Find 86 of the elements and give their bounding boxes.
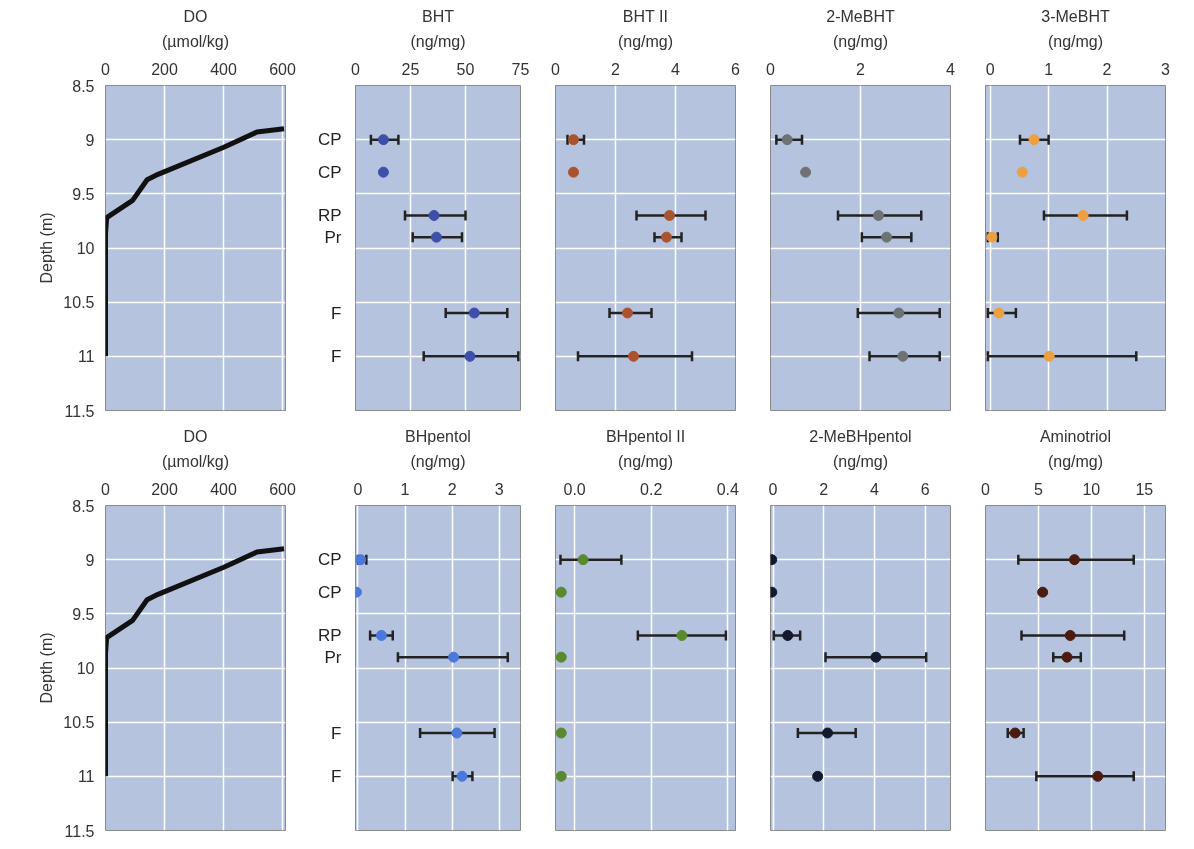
x-axis-title: (ng/mg) xyxy=(617,32,674,50)
y-axis-title: Depth (m) xyxy=(38,212,56,284)
y-tick-label: 9.5 xyxy=(72,605,95,623)
x-tick-label: 6 xyxy=(920,480,930,498)
x-tick-label: 3 xyxy=(1161,60,1171,78)
x-tick-label: 0 xyxy=(351,60,361,78)
y-tick-label: 9.5 xyxy=(72,185,95,203)
text: F xyxy=(331,766,342,786)
text: Pr xyxy=(324,227,342,247)
x-tick-label: 25 xyxy=(401,60,420,78)
x-axis-title: (µmol/kg) xyxy=(162,32,229,50)
x-tick-label: 1 xyxy=(1044,60,1054,78)
x-tick-label: 400 xyxy=(210,480,237,498)
chart-title: DO xyxy=(183,7,208,25)
x-tick-label: 0 xyxy=(353,480,363,498)
y-tick-label: 11 xyxy=(77,768,95,786)
y-tick-label: 10 xyxy=(76,240,95,257)
chart-title: 2-MeBHT xyxy=(826,7,895,25)
x-tick-label: 1 xyxy=(400,480,410,498)
text: CP xyxy=(317,130,342,150)
x-axis-title: (ng/mg) xyxy=(410,452,466,470)
y-tick-label: 11.5 xyxy=(64,822,95,840)
x-tick-label: 2 xyxy=(1102,60,1112,78)
x-tick-label: 2 xyxy=(447,480,457,498)
text: F xyxy=(331,303,342,323)
y-tick-label: 9 xyxy=(85,131,95,149)
x-tick-label: 75 xyxy=(511,60,530,78)
chart-title: BHpentol II xyxy=(605,427,686,445)
x-tick-label: 2 xyxy=(819,480,829,498)
y-tick-label: 11.5 xyxy=(64,402,95,420)
y-tick-label: 9 xyxy=(85,551,95,569)
x-tick-label: 0 xyxy=(101,60,111,78)
x-tick-label: 10 xyxy=(1082,480,1101,498)
text: Pr xyxy=(324,647,342,667)
y-tick-label: 8.5 xyxy=(72,497,95,515)
text: CP xyxy=(317,582,342,602)
x-tick-label: 200 xyxy=(151,60,178,78)
x-axis-title: (ng/mg) xyxy=(1047,32,1104,50)
x-tick-label: 0 xyxy=(101,480,111,498)
x-tick-label: 0 xyxy=(551,60,561,78)
chart-title: 3-MeBHT xyxy=(1041,7,1110,25)
chart-title: BHT xyxy=(422,7,455,25)
x-tick-label: 5 xyxy=(1033,480,1043,498)
x-tick-label: 0 xyxy=(981,480,991,498)
x-axis-title: (ng/mg) xyxy=(617,452,674,470)
x-axis-title: (ng/mg) xyxy=(410,32,466,50)
x-tick-label: 6 xyxy=(731,60,741,78)
text: F xyxy=(331,723,342,743)
y-tick-label: 8.5 xyxy=(72,77,95,95)
x-tick-label: 0 xyxy=(985,60,995,78)
y-tick-label: 10.5 xyxy=(63,294,95,312)
x-axis-title: (ng/mg) xyxy=(832,452,889,470)
chart-title: Aminotriol xyxy=(1039,427,1112,445)
x-tick-label: 0 xyxy=(768,480,778,498)
y-tick-label: 11 xyxy=(77,348,95,366)
x-tick-label: 0 xyxy=(766,60,776,78)
x-axis-title: (ng/mg) xyxy=(1047,452,1104,470)
chart-title: 2-MeBHpentol xyxy=(809,427,912,445)
x-tick-label: 0.2 xyxy=(640,480,663,498)
text: RP xyxy=(317,626,342,645)
text: CP xyxy=(317,550,342,570)
x-tick-label: 4 xyxy=(671,60,681,78)
x-tick-label: 400 xyxy=(210,60,237,78)
x-axis-title: (ng/mg) xyxy=(832,32,889,50)
x-axis-title: (µmol/kg) xyxy=(162,452,229,470)
chart-title: DO xyxy=(183,427,208,445)
text: CP xyxy=(317,162,342,182)
x-tick-label: 4 xyxy=(946,60,956,78)
x-tick-label: 50 xyxy=(456,60,475,78)
x-tick-label: 0.4 xyxy=(716,480,740,498)
x-tick-label: 0.0 xyxy=(563,480,586,498)
y-axis-title: Depth (m) xyxy=(38,632,56,704)
text: F xyxy=(331,346,342,366)
text: RP xyxy=(317,206,342,225)
x-tick-label: 4 xyxy=(869,480,879,498)
y-tick-label: 10.5 xyxy=(63,714,95,732)
x-tick-label: 600 xyxy=(269,60,296,78)
x-tick-label: 200 xyxy=(151,480,178,498)
x-tick-label: 15 xyxy=(1135,480,1154,498)
x-tick-label: 2 xyxy=(856,60,866,78)
chart-title: BHT II xyxy=(622,7,668,25)
y-tick-label: 10 xyxy=(76,660,95,677)
x-tick-label: 3 xyxy=(494,480,504,498)
chart-title: BHpentol xyxy=(405,427,471,445)
x-tick-label: 600 xyxy=(269,480,296,498)
x-tick-label: 2 xyxy=(611,60,621,78)
